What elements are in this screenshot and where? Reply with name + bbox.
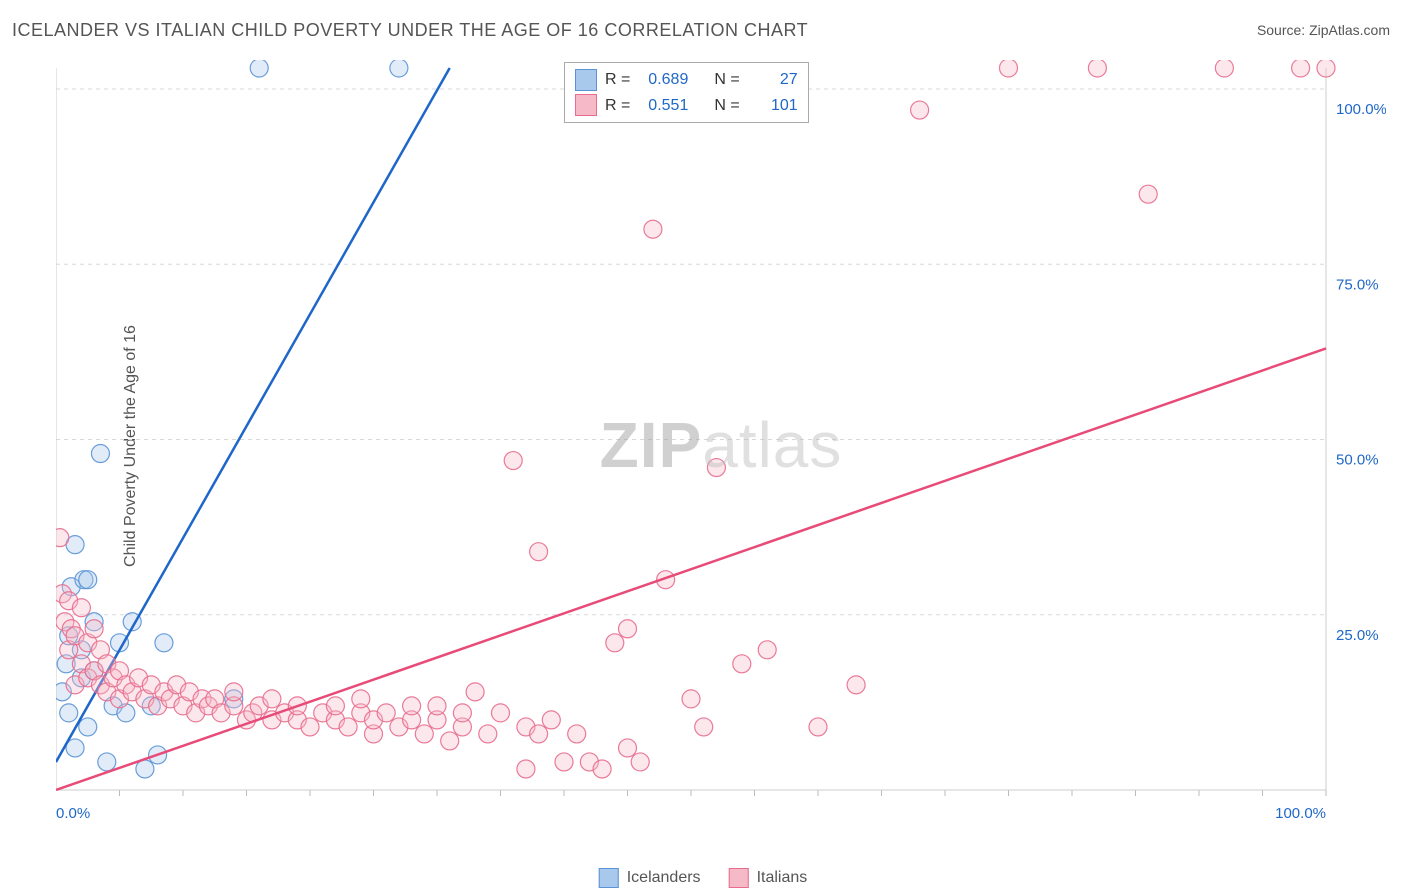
data-point <box>555 753 573 771</box>
data-point <box>1215 60 1233 77</box>
data-point <box>155 634 173 652</box>
data-point <box>263 690 281 708</box>
data-point <box>339 718 357 736</box>
data-point <box>453 704 471 722</box>
series-legend-item: Italians <box>729 868 808 888</box>
data-point <box>1292 60 1310 77</box>
data-point <box>136 760 154 778</box>
legend-r-label: R = <box>605 93 630 119</box>
data-point <box>98 753 116 771</box>
y-tick-label: 25.0% <box>1336 627 1379 644</box>
data-point <box>1317 60 1335 77</box>
data-point <box>1000 60 1018 77</box>
trend-line <box>56 348 1326 790</box>
data-point <box>619 739 637 757</box>
legend-n-value: 27 <box>748 67 798 93</box>
y-tick-label: 100.0% <box>1336 101 1386 118</box>
correlation-legend: R = 0.689 N = 27 R = 0.551 N = 101 <box>564 62 809 123</box>
data-point <box>530 543 548 561</box>
data-point <box>79 718 97 736</box>
data-point <box>441 732 459 750</box>
data-point <box>1139 185 1157 203</box>
data-point <box>707 459 725 477</box>
data-point <box>91 445 109 463</box>
legend-r-label: R = <box>605 67 630 93</box>
data-point <box>542 711 560 729</box>
data-point <box>466 683 484 701</box>
data-point <box>644 220 662 238</box>
data-point <box>403 697 421 715</box>
data-point <box>504 452 522 470</box>
legend-swatch <box>575 94 597 116</box>
data-point <box>79 571 97 589</box>
legend-n-value: 101 <box>748 93 798 119</box>
series-swatch <box>729 868 749 888</box>
series-swatch <box>599 868 619 888</box>
data-point <box>56 529 69 547</box>
data-point <box>326 697 344 715</box>
data-point <box>377 704 395 722</box>
data-point <box>593 760 611 778</box>
legend-row: R = 0.689 N = 27 <box>575 67 798 93</box>
data-point <box>847 676 865 694</box>
data-point <box>695 718 713 736</box>
data-point <box>250 60 268 77</box>
series-legend: Icelanders Italians <box>599 868 808 888</box>
data-point <box>530 725 548 743</box>
y-tick-label: 50.0% <box>1336 452 1379 469</box>
x-axis-max-label: 100.0% <box>1275 805 1326 822</box>
legend-r-value: 0.551 <box>638 93 688 119</box>
data-point <box>428 697 446 715</box>
source-value: ZipAtlas.com <box>1309 22 1390 38</box>
data-point <box>60 704 78 722</box>
data-point <box>352 690 370 708</box>
data-point <box>415 725 433 743</box>
legend-swatch <box>575 69 597 91</box>
data-point <box>225 683 243 701</box>
data-point <box>479 725 497 743</box>
y-tick-label: 75.0% <box>1336 276 1379 293</box>
legend-n-label: N = <box>714 93 739 119</box>
series-name: Italians <box>757 869 808 887</box>
plot-area: 25.0%50.0%75.0%100.0%0.0%100.0% ZIPatlas <box>56 60 1386 830</box>
data-point <box>606 634 624 652</box>
data-point <box>85 620 103 638</box>
data-point <box>568 725 586 743</box>
series-name: Icelanders <box>627 869 701 887</box>
chart-title: ICELANDER VS ITALIAN CHILD POVERTY UNDER… <box>12 20 808 41</box>
scatter-chart-svg: 25.0% 50.0% 75.0% 100.0% 0.0% 100.0% <box>56 60 1386 830</box>
data-point <box>1088 60 1106 77</box>
data-point <box>682 690 700 708</box>
data-point <box>631 753 649 771</box>
data-point <box>492 704 510 722</box>
legend-row: R = 0.551 N = 101 <box>575 93 798 119</box>
data-point <box>517 760 535 778</box>
series-legend-item: Icelanders <box>599 868 701 888</box>
data-point <box>911 101 929 119</box>
data-point <box>390 60 408 77</box>
data-point <box>758 641 776 659</box>
data-point <box>809 718 827 736</box>
data-point <box>733 655 751 673</box>
data-point <box>619 620 637 638</box>
data-point <box>301 718 319 736</box>
data-point <box>72 599 90 617</box>
legend-n-label: N = <box>714 67 739 93</box>
source-attribution: Source: ZipAtlas.com <box>1257 22 1390 38</box>
source-label: Source: <box>1257 22 1305 38</box>
x-axis-min-label: 0.0% <box>56 805 90 822</box>
legend-r-value: 0.689 <box>638 67 688 93</box>
trend-line <box>56 68 450 762</box>
